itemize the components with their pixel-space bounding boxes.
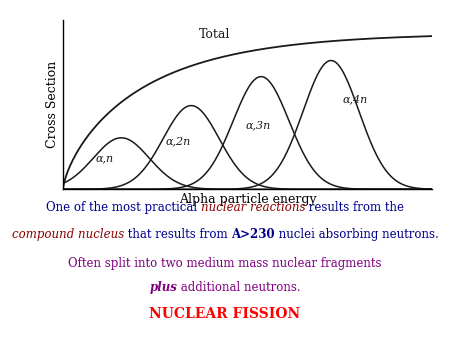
Text: nuclei absorbing neutrons.: nuclei absorbing neutrons. (275, 228, 438, 241)
Text: NUCLEAR FISSION: NUCLEAR FISSION (149, 307, 301, 321)
Text: α,n: α,n (96, 154, 114, 164)
Text: nuclear reactions: nuclear reactions (201, 201, 305, 214)
Text: One of the most practical: One of the most practical (46, 201, 201, 214)
Text: compound nucleus: compound nucleus (12, 228, 124, 241)
Text: Often split into two medium mass nuclear fragments: Often split into two medium mass nuclear… (68, 257, 382, 270)
Text: α,4n: α,4n (342, 94, 368, 104)
Text: that results from: that results from (124, 228, 231, 241)
Text: additional neutrons.: additional neutrons. (177, 281, 301, 294)
Y-axis label: Cross Section: Cross Section (46, 61, 59, 148)
Text: plus: plus (149, 281, 177, 294)
X-axis label: Alpha particle energy: Alpha particle energy (179, 193, 316, 207)
Text: results from the: results from the (305, 201, 404, 214)
Text: A>230: A>230 (231, 228, 275, 241)
Text: Total: Total (199, 28, 230, 41)
Text: α,2n: α,2n (166, 136, 191, 146)
Text: α,3n: α,3n (246, 120, 271, 130)
